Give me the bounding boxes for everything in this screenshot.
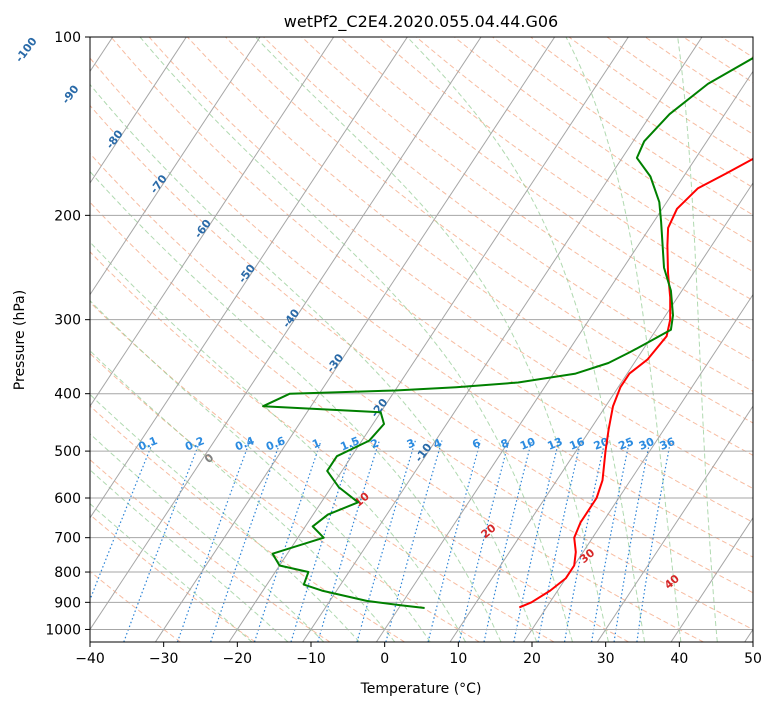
dry-adiabat (377, 37, 753, 302)
x-axis: −40 −30 −20 −10 0 10 20 30 40 50 (75, 642, 762, 667)
dry-adiabat (90, 201, 704, 642)
x-tick-label: 50 (744, 651, 762, 667)
mixing-ratio-label: 1 (310, 436, 322, 451)
dry-adiabat (110, 37, 753, 523)
mixing-ratio-line (427, 440, 482, 642)
mixing-ratio-label: 25 (616, 435, 635, 453)
mixing-ratio-label: 30 (637, 435, 656, 453)
moist-adiabat (90, 503, 253, 642)
isotherm (375, 70, 753, 642)
moist-adiabat (139, 37, 573, 642)
moist-adiabat (90, 393, 360, 642)
moist-adiabat (255, 37, 609, 642)
mixing-ratio-line (176, 440, 251, 642)
series-line-1 (262, 56, 753, 609)
dry-adiabat (90, 352, 480, 642)
dry-adiabat (263, 37, 753, 392)
moist-adiabat (90, 83, 538, 642)
moist-adiabat (406, 37, 646, 642)
isotherm (90, 37, 335, 408)
y-tick-label: 200 (54, 208, 81, 224)
dry-adiabat (90, 152, 753, 630)
mixing-ratio-line (483, 440, 533, 642)
moist-adiabat (90, 241, 467, 642)
isotherm (90, 37, 187, 184)
isotherm (90, 37, 261, 296)
dry-adiabat (148, 37, 753, 490)
mixing-ratio-line (613, 440, 651, 642)
plot-frame (89, 36, 754, 643)
mixing-ratio-label: 3 (405, 436, 417, 451)
isotherm (670, 516, 753, 642)
isotherm (90, 37, 408, 519)
dry-adiabat (90, 104, 753, 594)
x-tick-label: 10 (449, 651, 467, 667)
x-tick-label: −40 (75, 651, 105, 667)
y-tick-label: 1000 (45, 622, 81, 638)
y-axis: 100 200 300 400 500 600 700 800 900 1000 (45, 30, 90, 638)
x-tick-label: 20 (523, 651, 541, 667)
x-tick-label: −10 (296, 651, 326, 667)
mixing-ratio-line (636, 440, 672, 642)
moist-adiabat (90, 350, 396, 642)
mixing-ratio-line (591, 440, 631, 642)
mixing-ratio-line (356, 440, 416, 642)
series-line-0 (518, 157, 753, 609)
mixing-ratio-label: 10 (518, 435, 537, 453)
y-tick-label: 600 (54, 491, 81, 507)
y-tick-label: 800 (54, 565, 81, 581)
moist-adiabat (565, 37, 682, 642)
mixing-ratio-line (513, 440, 560, 642)
moist-adiabat (90, 170, 502, 642)
series (262, 56, 753, 609)
mixing-ratio-label: 36 (658, 435, 677, 453)
mixing-ratio-label: 2 (369, 436, 381, 451)
mixing-ratio-line (537, 440, 582, 642)
moist-adiabat (677, 37, 718, 642)
x-tick-label: −30 (149, 651, 179, 667)
isotherm (523, 293, 753, 642)
isotherm (596, 405, 753, 642)
dry-adiabat (90, 514, 256, 642)
x-tick-label: 40 (670, 651, 688, 667)
mixing-ratio-line (290, 440, 356, 642)
x-axis-label: Temperature (°C) (360, 681, 482, 697)
isotherm (449, 182, 753, 642)
y-tick-label: 700 (54, 531, 81, 547)
y-tick-label: 900 (54, 595, 81, 611)
y-axis-label: Pressure (hPa) (12, 290, 28, 390)
mixing-ratio-label: 13 (545, 435, 564, 453)
isotherm (154, 37, 556, 642)
y-tick-label: 300 (54, 313, 81, 329)
x-tick-label: 0 (380, 651, 389, 667)
y-tick-label: 400 (54, 387, 81, 403)
mixing-ratio-line (563, 440, 606, 642)
dry-adiabat (90, 251, 629, 642)
isotherm (90, 37, 482, 631)
mixing-ratio-line (458, 440, 510, 642)
x-tick-label: 30 (597, 651, 615, 667)
dry-adiabat (90, 301, 555, 642)
mixing-ratio-label: 16 (568, 435, 587, 453)
mixing-ratio-line (317, 440, 380, 642)
isotherm (302, 37, 703, 642)
moist-adiabat (90, 469, 289, 642)
moist-adiabat (90, 433, 325, 642)
moist-adiabat (90, 299, 431, 642)
y-tick-label: 500 (54, 444, 81, 460)
y-tick-label: 100 (54, 30, 81, 46)
mixing-ratio-label: 8 (499, 436, 511, 451)
chart-title: wetPf2_C2E4.2020.055.04.44.G06 (284, 12, 558, 32)
x-tick-label: −20 (223, 651, 253, 667)
dry-adiabat (225, 37, 753, 424)
